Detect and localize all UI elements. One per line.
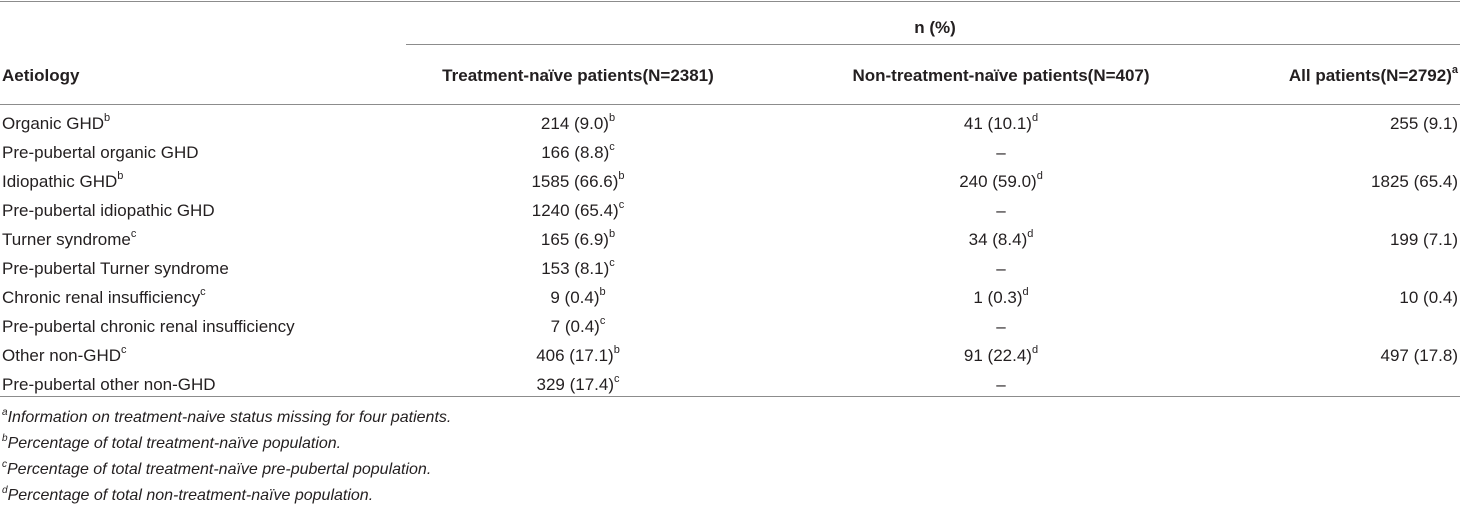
footnote-marker: d xyxy=(1031,112,1039,125)
row-label: Pre-pubertal idiopathic GHD xyxy=(2,201,215,220)
footnote-marker: d xyxy=(2,484,8,496)
footnote: aInformation on treatment-naive status m… xyxy=(2,406,452,426)
footnote-marker: c xyxy=(609,141,615,154)
footnote-marker: c xyxy=(130,228,137,241)
row-label: Pre-pubertal chronic renal insufficiency xyxy=(2,317,295,336)
footnote-marker: d xyxy=(1036,170,1043,183)
cell-treatment-naive: 166 (8.8)c xyxy=(541,141,615,162)
row-label: Turner syndromec xyxy=(2,228,137,249)
cell-non-treatment-naive: 1 (0.3)d xyxy=(973,286,1029,307)
column-header-all-patients: All patients(N=2792)a xyxy=(1288,64,1458,85)
table-top-rule xyxy=(0,1,1460,2)
footnote-marker: b xyxy=(599,286,606,299)
cell-treatment-naive: 9 (0.4)b xyxy=(550,286,606,307)
cell-non-treatment-naive: 41 (10.1)d xyxy=(963,112,1039,133)
footnote-marker: d xyxy=(1027,228,1034,241)
footnote-marker: b xyxy=(104,112,111,125)
cell-all-patients: 1825 (65.4) xyxy=(1371,172,1458,191)
cell-treatment-naive: 7 (0.4)c xyxy=(550,315,606,336)
footnote-marker: b xyxy=(613,344,620,357)
footnote-marker: c xyxy=(599,315,606,328)
footnote: dPercentage of total non-treatment-naïve… xyxy=(2,484,374,504)
cell-treatment-naive: 153 (8.1)c xyxy=(541,257,615,278)
footnote-marker: c xyxy=(618,199,625,212)
cell-all-patients: 10 (0.4) xyxy=(1399,288,1458,307)
cell-non-treatment-naive: 91 (22.4)d xyxy=(963,344,1039,365)
group-header-rule xyxy=(406,44,1460,45)
cell-non-treatment-naive: 240 (59.0)d xyxy=(959,170,1043,191)
cell-treatment-naive: 1585 (66.6)b xyxy=(531,170,625,191)
footnote-marker: b xyxy=(608,228,616,241)
column-header-non-treatment-naive: Non-treatment-naïve patients(N=407) xyxy=(852,66,1150,85)
cell-all-patients: 497 (17.8) xyxy=(1380,346,1459,365)
cell-non-treatment-naive: – xyxy=(996,375,1006,394)
footnote-marker: c xyxy=(609,257,615,270)
cell-treatment-naive: 406 (17.1)b xyxy=(536,344,620,365)
cell-non-treatment-naive: – xyxy=(996,259,1006,278)
footnote: cPercentage of total treatment-naïve pre… xyxy=(2,458,432,478)
footnote-marker: d xyxy=(1022,286,1029,299)
footnote-marker: c xyxy=(2,458,7,470)
footnote-marker: b xyxy=(117,170,124,183)
cell-all-patients: 199 (7.1) xyxy=(1389,230,1458,249)
header-bottom-rule xyxy=(0,104,1460,105)
row-label: Pre-pubertal Turner syndrome xyxy=(2,259,229,278)
footnote-marker: a xyxy=(1451,64,1458,77)
row-label: Chronic renal insufficiencyc xyxy=(2,286,206,307)
table-bottom-rule xyxy=(0,396,1460,397)
row-label: Other non-GHDc xyxy=(2,344,127,365)
column-header-treatment-naive: Treatment-naïve patients(N=2381) xyxy=(442,66,714,85)
cell-treatment-naive: 165 (6.9)b xyxy=(540,228,616,249)
row-label: Pre-pubertal other non-GHD xyxy=(2,375,216,394)
cell-non-treatment-naive: – xyxy=(996,317,1006,336)
footnote-marker: b xyxy=(618,170,625,183)
group-header: n (%) xyxy=(914,18,956,37)
column-header-aetiology: Aetiology xyxy=(2,66,80,85)
cell-treatment-naive: 1240 (65.4)c xyxy=(531,199,625,220)
row-label: Organic GHDb xyxy=(2,112,111,133)
cell-all-patients: 255 (9.1) xyxy=(1389,114,1458,133)
footnote-marker: a xyxy=(2,406,8,418)
footnote: bPercentage of total treatment-naïve pop… xyxy=(2,432,342,452)
footnote-marker: c xyxy=(121,344,127,357)
cell-treatment-naive: 214 (9.0)b xyxy=(540,112,616,133)
footnote-marker: b xyxy=(2,432,8,444)
cell-non-treatment-naive: – xyxy=(996,201,1006,220)
footnote-marker: c xyxy=(614,373,620,386)
footnote-marker: b xyxy=(608,112,616,125)
footnote-marker: d xyxy=(1031,344,1039,357)
cell-non-treatment-naive: – xyxy=(996,143,1006,162)
footnote-marker: c xyxy=(200,286,206,299)
row-label: Pre-pubertal organic GHD xyxy=(2,143,199,162)
cell-non-treatment-naive: 34 (8.4)d xyxy=(968,228,1034,249)
row-label: Idiopathic GHDb xyxy=(2,170,124,191)
cell-treatment-naive: 329 (17.4)c xyxy=(536,373,620,394)
